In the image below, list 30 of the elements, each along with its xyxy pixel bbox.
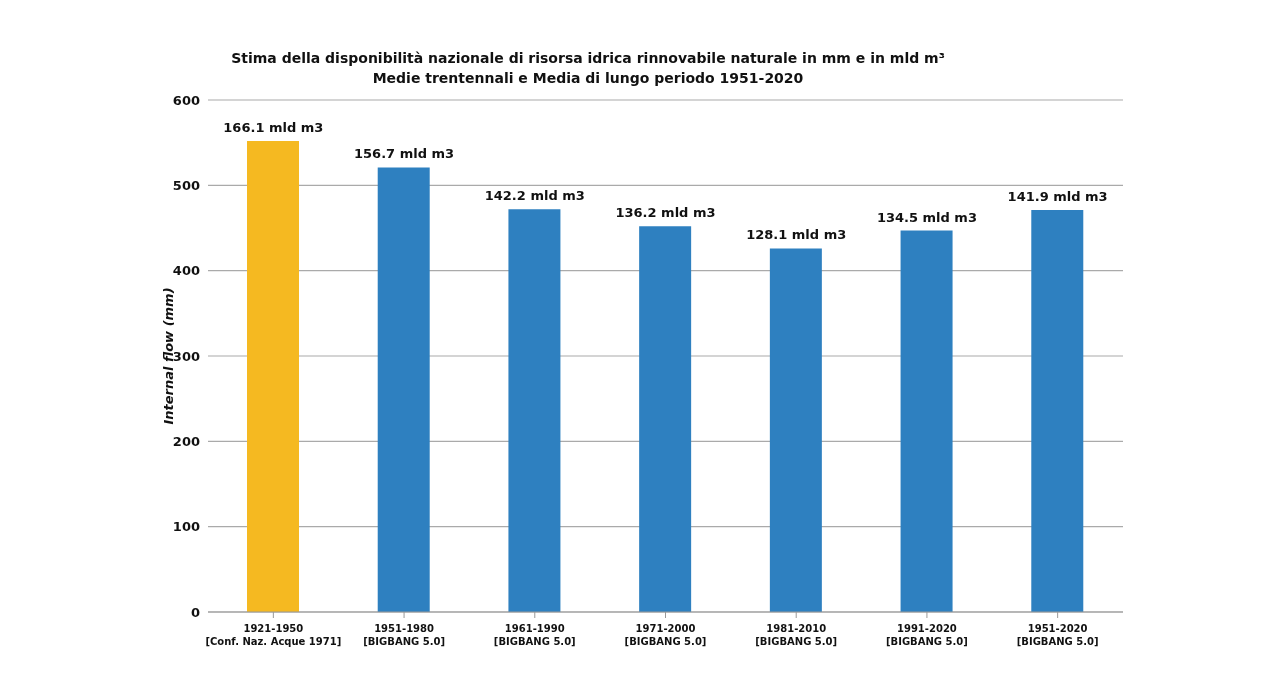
bar [377, 167, 430, 612]
x-tick-label: 1991-2020 [BIGBANG 5.0] [886, 623, 968, 647]
bar [769, 248, 822, 612]
x-tick-label: 1971-2000 [BIGBANG 5.0] [624, 623, 707, 647]
y-tick-label: 200 [172, 433, 200, 449]
x-tick-label: 1951-2020 [BIGBANG 5.0] [1016, 623, 1099, 647]
x-tick-label: 1921-1950 [Conf. Naz. Acque 1971] [205, 623, 342, 647]
chart-subtitle: Medie trentennali e Media di lungo periodo 1951-2020 [371, 69, 805, 88]
annotation: 166.1 mld m3 [223, 119, 324, 135]
annotation: 128.1 mld m3 [746, 227, 847, 243]
x-tick-label: 1981-2010 [BIGBANG 5.0] [755, 623, 838, 647]
x-tick-label: 1961-1990 [BIGBANG 5.0] [493, 623, 576, 647]
annotation: 134.5 mld m3 [876, 209, 977, 225]
annotation: 136.2 mld m3 [615, 205, 716, 221]
annotation: 141.9 mld m3 [1007, 189, 1108, 205]
bar [900, 230, 953, 612]
annotation: 156.7 mld m3 [354, 146, 455, 162]
bar [508, 209, 561, 612]
y-tick-label: 400 [172, 263, 200, 279]
y-tick-label: 500 [172, 177, 200, 193]
y-tick-label: 100 [172, 519, 200, 535]
y-tick-label: 0 [190, 604, 200, 620]
chart-title: Stima della disponibilità nazionale di risorsa idrica rinnovabile naturale in mm e in mld m³ [230, 49, 946, 68]
y-tick-label: 300 [172, 348, 200, 364]
y-tick-label: 600 [172, 92, 200, 108]
annotation: 142.2 mld m3 [484, 188, 585, 204]
bar [639, 226, 692, 612]
bar [1031, 210, 1084, 612]
bar [247, 140, 299, 612]
x-tick-label: 1951-1980 [BIGBANG 5.0] [363, 623, 445, 647]
